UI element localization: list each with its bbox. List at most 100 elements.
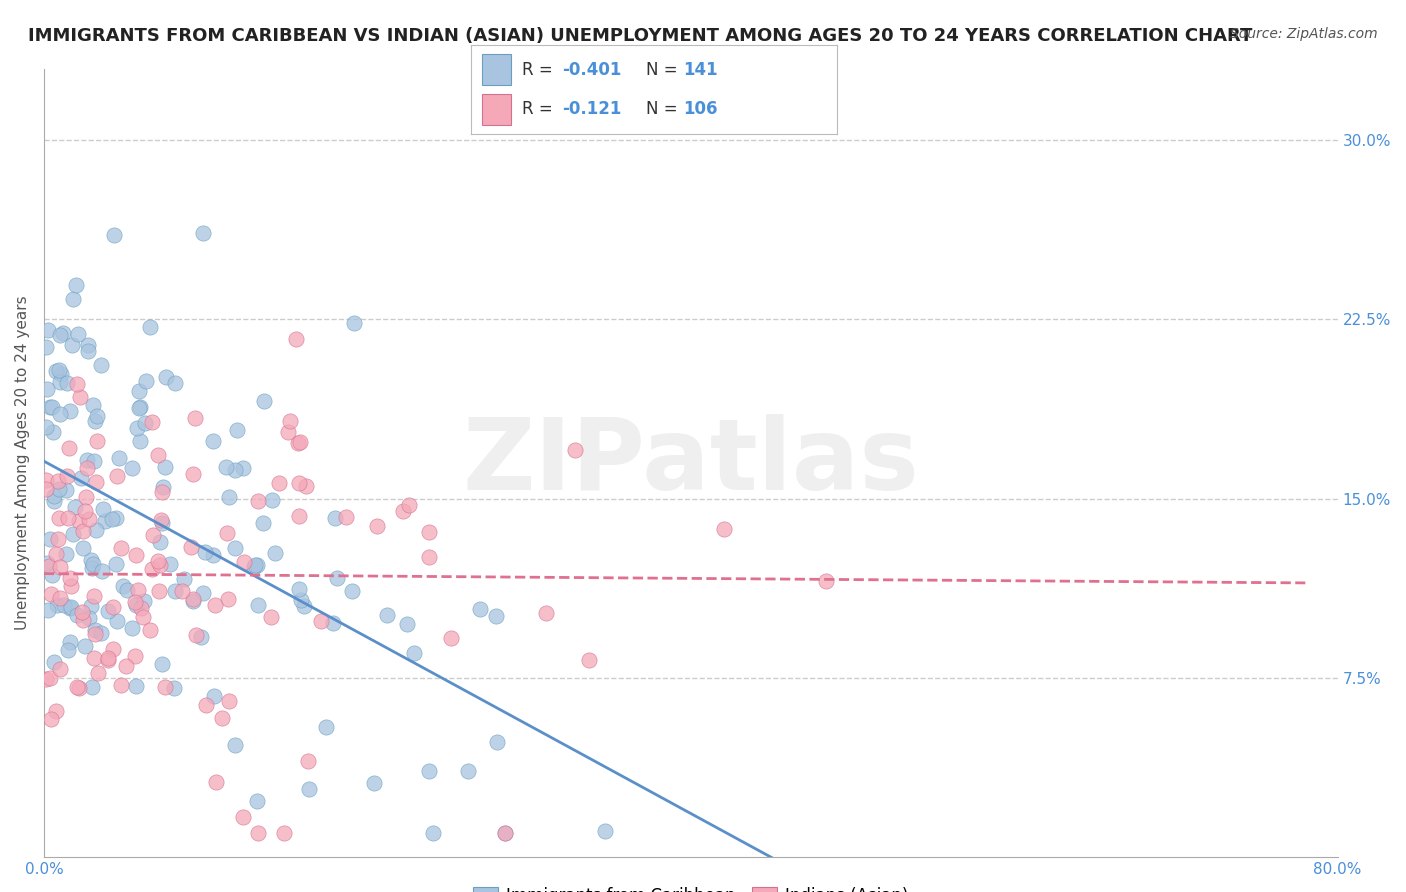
Immigrants from Caribbean xyxy=(48,483,70,497)
Indians (Asian) xyxy=(288,475,311,490)
Text: N =: N = xyxy=(647,61,683,78)
Immigrants from Caribbean xyxy=(59,404,82,418)
Indians (Asian) xyxy=(280,414,302,428)
Indians (Asian) xyxy=(59,579,82,593)
Indians (Asian) xyxy=(564,443,586,458)
Immigrants from Caribbean xyxy=(418,764,440,778)
Immigrants from Caribbean xyxy=(343,316,366,330)
Immigrants from Caribbean xyxy=(201,548,224,562)
Immigrants from Caribbean xyxy=(134,417,156,431)
Indians (Asian) xyxy=(66,377,89,392)
Immigrants from Caribbean xyxy=(152,480,174,494)
Indians (Asian) xyxy=(149,558,172,573)
Immigrants from Caribbean xyxy=(242,559,264,574)
Immigrants from Caribbean xyxy=(193,586,215,600)
Indians (Asian) xyxy=(149,513,172,527)
Indians (Asian) xyxy=(815,574,838,589)
Indians (Asian) xyxy=(211,711,233,725)
Immigrants from Caribbean xyxy=(121,460,143,475)
Immigrants from Caribbean xyxy=(135,374,157,388)
Immigrants from Caribbean xyxy=(190,630,212,644)
Indians (Asian) xyxy=(110,678,132,692)
Immigrants from Caribbean xyxy=(163,681,186,695)
Immigrants from Caribbean xyxy=(82,557,104,571)
Indians (Asian) xyxy=(34,473,56,487)
Immigrants from Caribbean xyxy=(38,400,60,414)
Immigrants from Caribbean xyxy=(90,358,112,372)
Immigrants from Caribbean xyxy=(218,491,240,505)
Immigrants from Caribbean xyxy=(105,614,128,628)
Indians (Asian) xyxy=(578,653,600,667)
Immigrants from Caribbean xyxy=(468,601,491,615)
Immigrants from Caribbean xyxy=(96,604,118,618)
Immigrants from Caribbean xyxy=(34,420,56,434)
Indians (Asian) xyxy=(273,826,295,840)
Indians (Asian) xyxy=(45,704,67,718)
Immigrants from Caribbean xyxy=(80,552,103,566)
Immigrants from Caribbean xyxy=(395,617,418,632)
Indians (Asian) xyxy=(73,504,96,518)
Immigrants from Caribbean xyxy=(34,341,56,355)
Immigrants from Caribbean xyxy=(165,584,187,599)
Immigrants from Caribbean xyxy=(66,607,89,622)
Immigrants from Caribbean xyxy=(215,460,238,475)
Immigrants from Caribbean xyxy=(323,511,346,525)
Immigrants from Caribbean xyxy=(55,547,77,561)
Indians (Asian) xyxy=(45,547,67,561)
Indians (Asian) xyxy=(48,474,70,488)
Indians (Asian) xyxy=(49,560,72,574)
Immigrants from Caribbean xyxy=(37,323,59,337)
Legend: Immigrants from Caribbean, Indians (Asian): Immigrants from Caribbean, Indians (Asia… xyxy=(465,880,915,892)
Indians (Asian) xyxy=(713,522,735,536)
Immigrants from Caribbean xyxy=(72,541,94,556)
Immigrants from Caribbean xyxy=(66,326,89,341)
Immigrants from Caribbean xyxy=(83,454,105,468)
Immigrants from Caribbean xyxy=(288,582,311,596)
Indians (Asian) xyxy=(141,562,163,576)
Indians (Asian) xyxy=(56,511,79,525)
Indians (Asian) xyxy=(183,411,205,425)
Indians (Asian) xyxy=(398,498,420,512)
Immigrants from Caribbean xyxy=(224,463,246,477)
Indians (Asian) xyxy=(181,467,204,481)
Immigrants from Caribbean xyxy=(153,460,176,475)
Immigrants from Caribbean xyxy=(298,782,321,797)
Indians (Asian) xyxy=(295,479,318,493)
Indians (Asian) xyxy=(34,672,56,686)
Indians (Asian) xyxy=(288,434,311,449)
Immigrants from Caribbean xyxy=(127,421,149,435)
Immigrants from Caribbean xyxy=(485,608,508,623)
Indians (Asian) xyxy=(55,468,77,483)
Immigrants from Caribbean xyxy=(125,599,148,613)
Immigrants from Caribbean xyxy=(253,394,276,409)
Indians (Asian) xyxy=(75,490,97,504)
Indians (Asian) xyxy=(440,631,463,645)
Text: -0.401: -0.401 xyxy=(562,61,621,78)
Indians (Asian) xyxy=(418,524,440,539)
Indians (Asian) xyxy=(83,590,105,604)
Indians (Asian) xyxy=(66,680,89,694)
Immigrants from Caribbean xyxy=(80,599,103,614)
Indians (Asian) xyxy=(155,680,177,694)
Immigrants from Caribbean xyxy=(246,794,269,808)
Immigrants from Caribbean xyxy=(149,535,172,549)
Indians (Asian) xyxy=(84,627,107,641)
Text: Source: ZipAtlas.com: Source: ZipAtlas.com xyxy=(1230,27,1378,41)
Immigrants from Caribbean xyxy=(111,579,134,593)
Indians (Asian) xyxy=(115,659,138,673)
Indians (Asian) xyxy=(218,694,240,708)
Immigrants from Caribbean xyxy=(49,407,72,421)
Immigrants from Caribbean xyxy=(191,226,214,240)
Immigrants from Caribbean xyxy=(252,516,274,531)
Immigrants from Caribbean xyxy=(173,572,195,586)
Immigrants from Caribbean xyxy=(91,565,114,579)
Indians (Asian) xyxy=(311,614,333,628)
Indians (Asian) xyxy=(46,532,69,546)
Indians (Asian) xyxy=(132,609,155,624)
Immigrants from Caribbean xyxy=(76,453,98,467)
Indians (Asian) xyxy=(86,434,108,449)
Bar xyxy=(482,94,512,125)
Immigrants from Caribbean xyxy=(262,492,284,507)
Immigrants from Caribbean xyxy=(84,523,107,537)
Immigrants from Caribbean xyxy=(83,414,105,428)
